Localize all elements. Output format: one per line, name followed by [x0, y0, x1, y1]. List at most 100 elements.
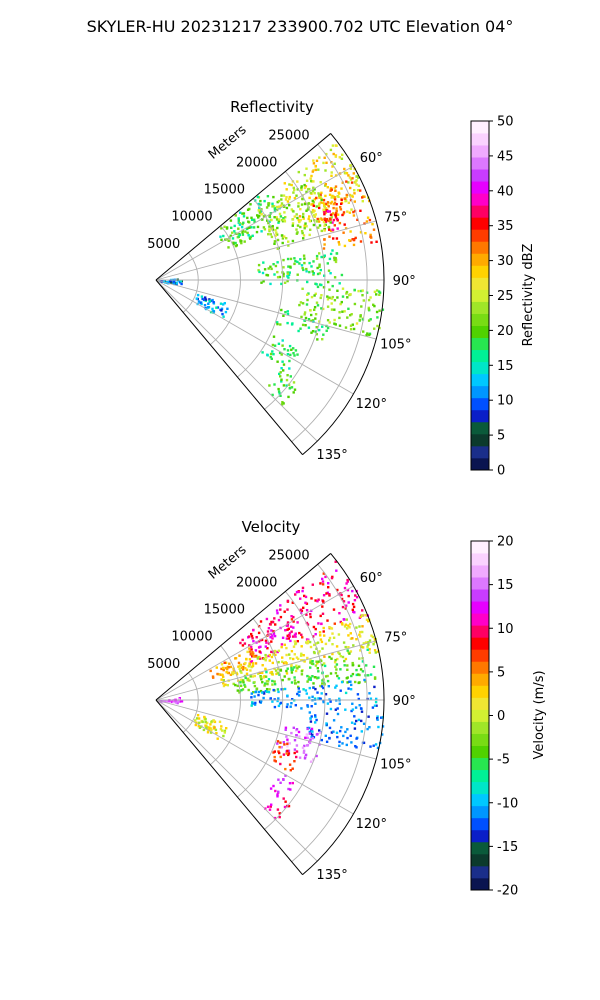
echo-pixel [323, 634, 326, 637]
echo-pixel [334, 257, 337, 260]
echo-pixel [354, 236, 357, 240]
colorbar-tick-label: 5 [497, 429, 505, 444]
echo-pixel [278, 745, 281, 749]
echo-pixel [276, 612, 279, 615]
echo-pixel [302, 654, 305, 657]
echo-pixel [251, 662, 255, 665]
echo-pixel [318, 265, 321, 268]
echo-pixel [335, 668, 338, 671]
echo-pixel [316, 667, 319, 670]
echo-pixel [355, 322, 359, 325]
colorbar-band [471, 757, 489, 771]
echo-pixel [274, 234, 277, 237]
echo-pixel [248, 647, 251, 650]
echo-pixel [277, 661, 280, 664]
echo-pixel [286, 621, 290, 624]
echo-pixel [329, 229, 333, 232]
echo-pixel [310, 727, 314, 731]
azimuth-line [155, 699, 377, 760]
echo-pixel [325, 592, 328, 595]
echo-pixel [254, 690, 258, 694]
echo-pixel [270, 803, 273, 806]
echo-pixel [286, 745, 289, 748]
echo-pixel [322, 286, 326, 289]
echo-pixel [377, 725, 380, 729]
echo-pixel [296, 667, 299, 670]
echo-pixel [342, 231, 345, 234]
colorbar-band [471, 601, 489, 614]
echo-pixel [369, 296, 372, 299]
echo-pixel [333, 198, 337, 201]
echo-pixel [357, 289, 360, 293]
echo-pixel [257, 693, 260, 697]
echo-pixel [265, 617, 269, 621]
echo-pixel [332, 202, 335, 206]
colorbar-band [471, 733, 489, 746]
echo-pixel [276, 276, 280, 279]
echo-pixel [250, 226, 253, 229]
echo-pixel [270, 670, 273, 674]
echo-pixel [238, 667, 241, 670]
echo-pixel [351, 195, 354, 198]
colorbar-tick-label: 40 [497, 184, 514, 199]
echo-pixel [315, 283, 318, 286]
echo-pixel [207, 302, 210, 305]
echo-pixel [344, 326, 348, 329]
echo-pixel [297, 685, 300, 689]
echo-pixel [238, 691, 241, 694]
echo-pixel [237, 661, 241, 665]
echo-pixel [308, 686, 311, 690]
colorbar-band [471, 457, 489, 471]
echo-pixel [294, 593, 297, 596]
echo-pixel [312, 180, 315, 183]
echo-pixel [323, 229, 326, 232]
echo-pixel [353, 599, 357, 602]
echo-pixel [284, 216, 287, 219]
echo-pixel [275, 216, 278, 219]
colorbar-band [471, 385, 489, 399]
echo-pixel [310, 295, 314, 299]
echo-pixel [264, 653, 267, 657]
echo-pixel [250, 216, 253, 219]
echo-pixel [308, 732, 311, 735]
echo-pixel [315, 220, 319, 223]
echo-pixel [304, 185, 308, 188]
colorbar-band [471, 133, 489, 146]
echo-pixel [229, 234, 232, 237]
echo-pixel [287, 383, 291, 386]
echo-pixel [278, 212, 282, 216]
echo-pixel [334, 260, 338, 264]
echo-pixel [273, 750, 276, 753]
echo-pixel [164, 700, 167, 703]
echo-pixel [276, 699, 279, 703]
echo-pixel [280, 198, 283, 201]
echo-pixel [258, 270, 261, 274]
echo-pixel [315, 257, 319, 260]
echo-pixel [304, 753, 308, 757]
echo-pixel [333, 224, 336, 227]
echo-pixel [368, 333, 371, 337]
echo-pixel [170, 700, 174, 704]
echo-pixel [296, 180, 299, 183]
colorbar-band [471, 565, 489, 578]
echo-pixel [268, 808, 272, 811]
echo-pixel [286, 349, 290, 352]
echo-pixel [328, 655, 331, 659]
echo-pixel [301, 323, 305, 327]
echo-pixel [226, 684, 229, 687]
echo-pixel [367, 298, 371, 302]
echo-pixel [346, 580, 349, 583]
echo-pixel [343, 659, 346, 663]
colorbar-band [471, 409, 489, 423]
echo-pixel [315, 660, 318, 663]
echo-pixel [370, 634, 373, 637]
echo-pixel [308, 233, 311, 237]
echo-pixel [314, 687, 317, 691]
echo-pixel [306, 743, 310, 747]
echo-pixel [306, 623, 310, 626]
echo-pixel [328, 257, 332, 261]
echo-pixel [354, 180, 357, 183]
echo-pixel [283, 220, 287, 223]
echo-pixel [261, 351, 264, 354]
echo-pixel [264, 639, 268, 642]
